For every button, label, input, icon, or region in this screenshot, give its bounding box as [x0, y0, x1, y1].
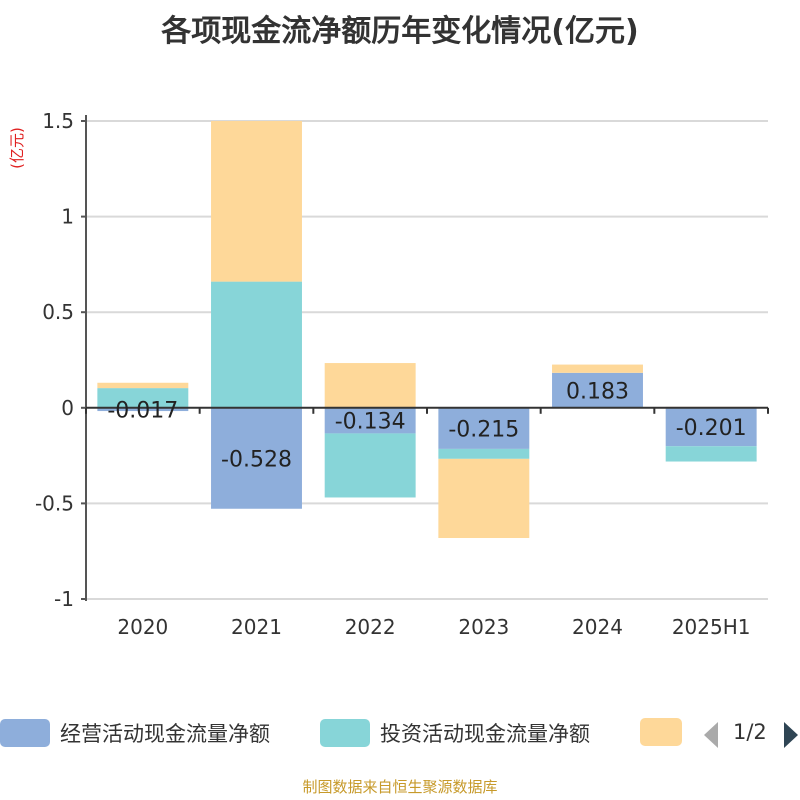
legend-swatch	[320, 719, 370, 747]
bar-operating	[438, 407, 530, 449]
chart-plot: 1.5 1 0.5 0 -0.5 -1 -0.017 -0.528 -0.134 -0.215 0.…	[35, 109, 769, 639]
legend-swatch	[0, 719, 50, 747]
x-tick-label: 2025H1	[672, 615, 751, 639]
source-footer: 制图数据来自恒生聚源数据库	[302, 778, 498, 796]
bar-investing	[438, 448, 530, 459]
chart-title: 各项现金流净额历年变化情况(亿元)	[161, 14, 639, 49]
data-label: -0.215	[448, 417, 519, 442]
data-label: -0.134	[335, 410, 406, 435]
legend-page-indicator: 1/2	[733, 720, 767, 744]
bar-operating	[97, 407, 189, 412]
legend-label: 经营活动现金流量净额	[60, 722, 270, 746]
bar-operating	[665, 407, 757, 447]
bar-investing	[324, 433, 416, 498]
bar-investing	[97, 388, 189, 408]
legend-next-icon[interactable]	[784, 722, 798, 748]
legend-item-investing[interactable]: 投资活动现金流量净额	[320, 718, 590, 748]
bar-investing	[665, 446, 757, 462]
data-label: -0.201	[676, 416, 747, 441]
bar-financing	[552, 364, 643, 373]
y-tick-label: -1	[54, 587, 74, 611]
legend-prev-icon[interactable]	[704, 722, 718, 748]
bar-financing	[97, 382, 189, 389]
data-label: -0.017	[107, 398, 178, 423]
legend-item-operating[interactable]: 经营活动现金流量净额	[0, 718, 270, 748]
y-tick-label: -0.5	[35, 491, 74, 515]
bar-operating	[552, 372, 643, 408]
legend-swatch	[640, 718, 682, 746]
data-label: 0.183	[566, 379, 629, 404]
legend-item-financing[interactable]	[640, 718, 692, 746]
x-tick-label: 2024	[572, 615, 623, 639]
x-tick-label: 2020	[117, 615, 168, 639]
y-tick-label: 0.5	[42, 300, 74, 324]
x-tick-label: 2023	[458, 615, 509, 639]
bar-operating	[211, 407, 302, 509]
y-tick-label: 1	[61, 205, 74, 229]
y-tick-label: 1.5	[42, 109, 74, 133]
bar-financing	[438, 458, 530, 539]
bar-financing	[211, 121, 302, 282]
legend-label: 投资活动现金流量净额	[380, 722, 590, 746]
x-tick-label: 2022	[345, 615, 396, 639]
bar-financing	[324, 363, 416, 408]
bar-operating	[324, 407, 416, 434]
y-tick-label: 0	[61, 396, 74, 420]
data-label: -0.528	[221, 447, 292, 472]
bar-investing	[211, 281, 302, 408]
x-tick-label: 2021	[231, 615, 282, 639]
